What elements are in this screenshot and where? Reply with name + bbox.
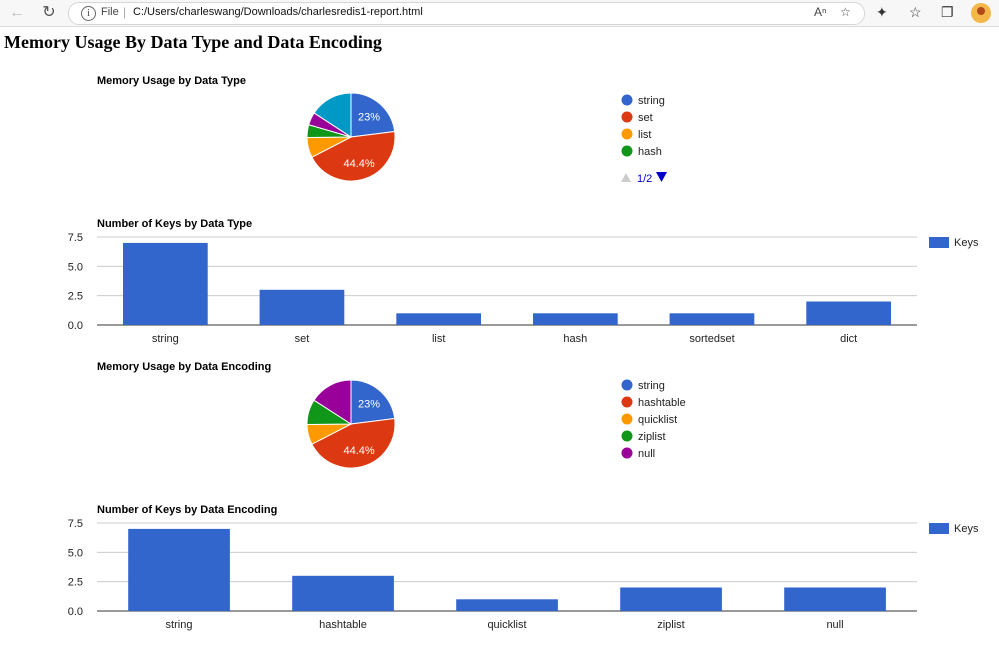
read-aloud-icon[interactable]: Aⁿ (814, 5, 827, 19)
legend-marker-string (621, 94, 633, 106)
bar-list[interactable] (396, 313, 481, 325)
legend-marker-hashtable (621, 396, 633, 408)
legend-label-keys: Keys (954, 237, 979, 249)
profile-avatar[interactable] (971, 3, 991, 23)
pie-slice-string[interactable] (350, 379, 396, 425)
pie-slice-hashtable[interactable] (311, 417, 396, 469)
pie-slice-dict[interactable] (313, 92, 352, 138)
x-tick-label-ziplist: ziplist (657, 619, 685, 631)
chart-title-memory-by-type: Memory Usage by Data Type (97, 75, 246, 87)
pie-slice-label: 23% (358, 112, 380, 124)
bar-null[interactable] (784, 587, 886, 612)
x-tick-label-sortedset: sortedset (689, 333, 734, 345)
y-tick-label: 0.0 (68, 606, 83, 618)
x-tick-label-set: set (295, 333, 310, 345)
pie-slice-set[interactable] (311, 130, 396, 182)
legend-label-quicklist: quicklist (638, 414, 677, 426)
address-separator: | (123, 5, 127, 19)
bar-sortedset[interactable] (669, 313, 755, 325)
y-tick-label: 0.0 (68, 320, 83, 332)
y-tick-label: 2.5 (68, 291, 83, 303)
add-favorite-icon[interactable]: ☆ (840, 5, 851, 19)
collections-icon[interactable]: ❐ (941, 4, 954, 20)
x-tick-label-string: string (166, 619, 193, 631)
x-tick-label-list: list (432, 333, 445, 345)
x-tick-label-hash: hash (563, 333, 587, 345)
legend-marker-list (621, 128, 633, 140)
bar-string[interactable] (123, 242, 208, 325)
legend-label-hash: hash (638, 146, 662, 158)
browser-toolbar: ← ↻ i File | C:/Users/charleswang/Downlo… (0, 0, 999, 27)
legend-marker-quicklist (621, 413, 633, 425)
x-tick-label-dict: dict (840, 333, 857, 345)
page-title: Memory Usage By Data Type and Data Encod… (4, 32, 382, 52)
bar-dict[interactable] (806, 301, 891, 326)
legend-label-list: list (638, 129, 651, 141)
legend-prev-page-icon[interactable] (621, 173, 631, 182)
legend-page-indicator: 1/2 (637, 173, 652, 185)
legend-label-string: string (638, 380, 665, 392)
chart-title-keys-by-type: Number of Keys by Data Type (97, 218, 253, 230)
bar-hash[interactable] (533, 313, 618, 325)
reload-icon[interactable]: ↻ (42, 4, 56, 21)
pie-slice-label: 44.4% (343, 445, 374, 457)
x-tick-label-quicklist: quicklist (487, 619, 526, 631)
x-tick-label-null: null (826, 619, 843, 631)
legend-marker-ziplist (621, 430, 633, 442)
legend-label-string: string (638, 95, 665, 107)
address-bar[interactable]: i File | C:/Users/charleswang/Downloads/… (68, 2, 865, 25)
favorites-icon[interactable]: ☆ (909, 4, 922, 20)
y-tick-label: 5.0 (68, 547, 83, 559)
legend-label-set: set (638, 112, 653, 124)
bar-string[interactable] (128, 528, 230, 611)
legend-marker-keys (929, 237, 949, 248)
back-arrow-icon[interactable]: ← (9, 4, 25, 21)
y-tick-label: 5.0 (68, 261, 83, 273)
bar-ziplist[interactable] (620, 587, 722, 612)
bar-quicklist[interactable] (456, 599, 558, 611)
legend-label-null: null (638, 448, 655, 460)
y-tick-label: 2.5 (68, 577, 83, 589)
bar-set[interactable] (259, 289, 345, 325)
x-tick-label-string: string (152, 333, 179, 345)
legend-next-page-icon[interactable] (656, 172, 667, 182)
bar-hashtable[interactable] (292, 575, 394, 611)
legend-label-keys: Keys (954, 523, 979, 535)
pie-slice-string[interactable] (350, 92, 396, 138)
info-icon[interactable]: i (81, 6, 96, 21)
legend-marker-hash (621, 145, 633, 157)
pie-slice-null[interactable] (313, 379, 352, 425)
chart-title-keys-by-encoding: Number of Keys by Data Encoding (97, 504, 278, 516)
chart-title-memory-by-encoding: Memory Usage by Data Encoding (97, 361, 272, 373)
x-tick-label-hashtable: hashtable (319, 619, 367, 631)
legend-label-hashtable: hashtable (638, 397, 686, 409)
file-scheme-label: File (101, 6, 119, 18)
extensions-icon[interactable]: ✦ (876, 4, 888, 20)
pie-slice-label: 23% (358, 399, 380, 411)
y-tick-label: 7.5 (68, 518, 83, 530)
legend-marker-keys (929, 523, 949, 534)
legend-marker-set (621, 111, 633, 123)
y-tick-label: 7.5 (68, 232, 83, 244)
legend-label-ziplist: ziplist (638, 431, 666, 443)
legend-marker-string (621, 379, 633, 391)
url-text[interactable]: C:/Users/charleswang/Downloads/charlesre… (133, 6, 423, 18)
legend-marker-null (621, 447, 633, 459)
pie-slice-label: 44.4% (343, 158, 374, 170)
